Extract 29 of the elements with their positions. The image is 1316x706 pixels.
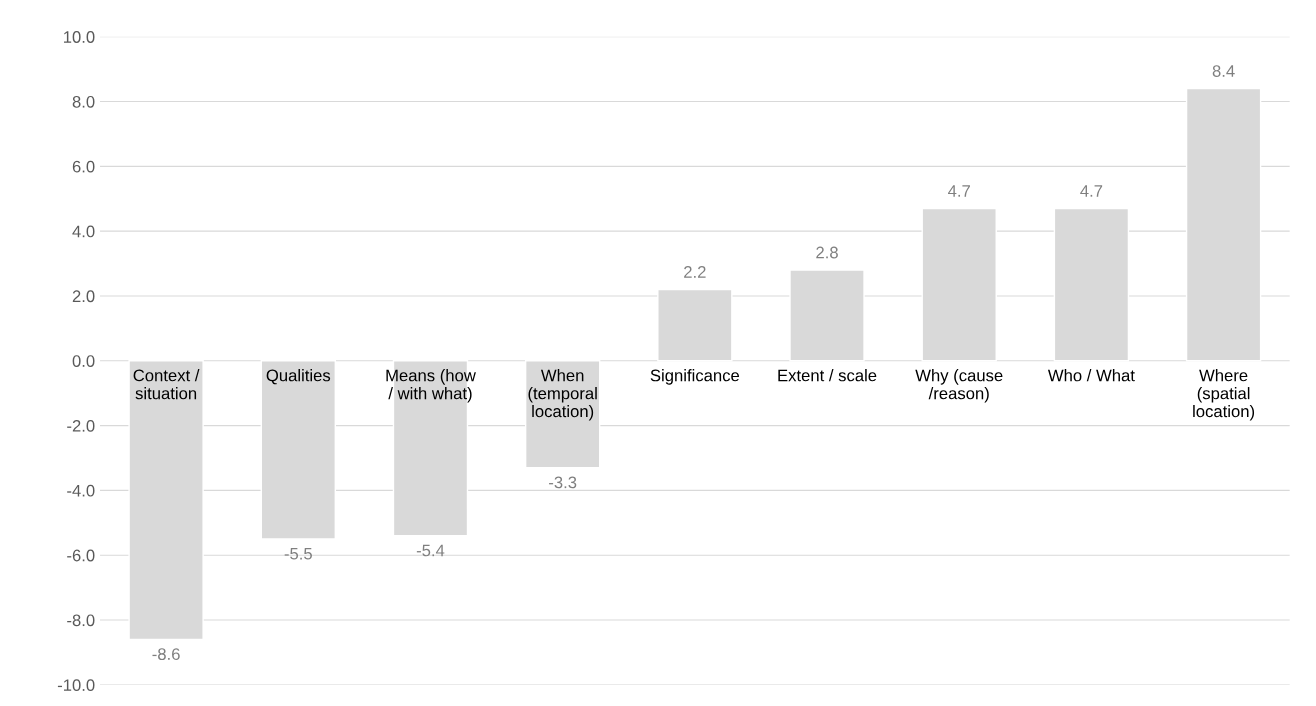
y-tick-label: 8.0 [72, 95, 95, 108]
data-label: -5.5 [284, 547, 312, 560]
x-tick-label: Why (cause /reason) [915, 369, 1003, 403]
data-label: 2.8 [816, 246, 838, 259]
data-label: 8.4 [1212, 65, 1235, 77]
data-label: 4.7 [948, 185, 970, 197]
y-tick-label: 4.0 [72, 225, 95, 238]
x-tick-label: Significance [650, 369, 740, 385]
y-tick-label: 0.0 [72, 355, 95, 367]
y-tick-label: 2.0 [72, 290, 95, 303]
y-tick-label: -4.0 [67, 484, 95, 497]
x-tick-label: Who / What [1047, 369, 1135, 382]
data-label: -8.6 [152, 648, 180, 661]
x-tick-label: Where (spatial location) [1193, 369, 1255, 421]
data-label: -5.4 [416, 544, 445, 557]
x-tick-label: Extent / scale [778, 369, 877, 382]
x-tick-label: Context / situation [133, 369, 200, 400]
x-tick-label: Means (how / with what) [386, 369, 476, 403]
y-tick-label: -2.0 [67, 419, 95, 432]
y-tick-label: -8.0 [67, 614, 95, 627]
data-label: -3.3 [549, 476, 577, 489]
x-tick-label: When (temporal location) [528, 369, 597, 421]
y-tick-label: 10.0 [63, 31, 95, 43]
data-label: 2.2 [684, 266, 706, 278]
data-label: 4.7 [1080, 185, 1103, 197]
x-tick-label: Qualities [266, 369, 331, 385]
y-tick-label: -6.0 [67, 549, 95, 562]
y-tick-label: 6.0 [72, 160, 95, 173]
y-tick-label: -10.0 [57, 679, 95, 692]
